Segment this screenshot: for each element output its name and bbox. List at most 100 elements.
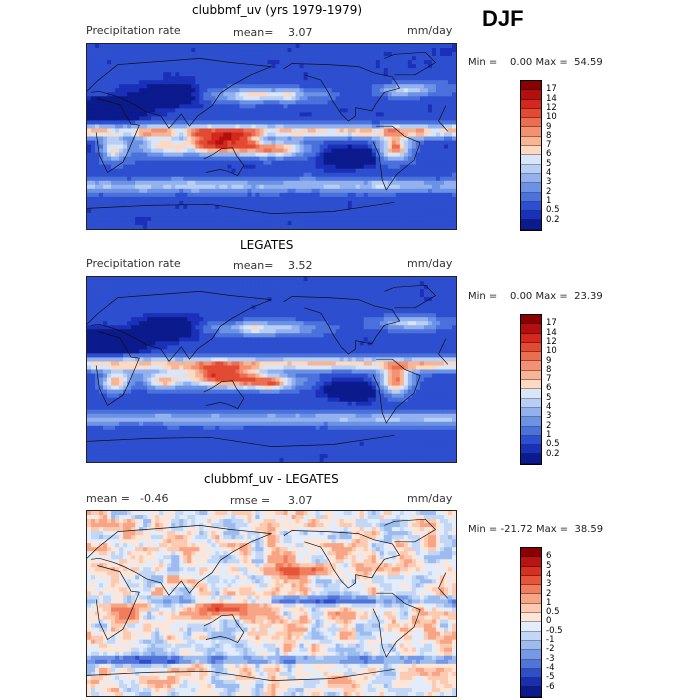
heatmap-cell (151, 168, 156, 174)
heatmap-cell (183, 192, 188, 198)
heatmap-cell (247, 281, 252, 286)
heatmap-cell (307, 64, 313, 69)
heatmap-cell (119, 176, 124, 182)
heatmap-cell (175, 305, 180, 310)
heatmap-cell (171, 56, 176, 61)
heatmap-cell (235, 100, 240, 105)
heatmap-cell (403, 180, 409, 186)
heatmap-cell (167, 64, 172, 69)
heatmap-cell (355, 76, 361, 81)
heatmap-cell (347, 88, 353, 93)
heatmap-cell (259, 116, 264, 121)
heatmap-cell (451, 293, 456, 298)
heatmap-cell (327, 208, 333, 214)
heatmap-cell (247, 80, 252, 85)
heatmap-cell (99, 301, 104, 306)
heatmap-cell (103, 148, 108, 153)
heatmap-cell (391, 60, 397, 65)
heatmap-cell (295, 60, 300, 65)
heatmap-cell (179, 132, 184, 137)
heatmap-cell (387, 124, 393, 129)
heatmap-cell (171, 216, 176, 222)
heatmap-cell (263, 200, 268, 206)
heatmap-cell (439, 192, 445, 198)
heatmap-cell (135, 152, 140, 158)
heatmap-cell (319, 184, 325, 190)
heatmap-cell (219, 168, 224, 174)
heatmap-cell (303, 164, 308, 170)
heatmap-cell (195, 216, 200, 222)
heatmap-cell (131, 305, 136, 310)
heatmap-cell (243, 144, 248, 149)
heatmap-cell (331, 176, 337, 182)
heatmap-cell (159, 104, 164, 109)
heatmap-cell (451, 116, 456, 121)
heatmap-cell (371, 84, 377, 89)
heatmap-cell (307, 204, 313, 210)
heatmap-cell (359, 289, 365, 294)
heatmap-cell (427, 188, 433, 194)
heatmap-cell (243, 220, 248, 226)
heatmap-cell (335, 60, 341, 65)
heatmap-cell (227, 172, 232, 178)
heatmap-cell (339, 108, 345, 113)
heatmap-cell (355, 285, 361, 290)
heatmap-cell (87, 224, 92, 229)
heatmap-cell (231, 100, 236, 105)
heatmap-cell (391, 48, 397, 53)
heatmap-cell (159, 160, 164, 166)
heatmap-cell (259, 140, 264, 145)
heatmap-cell (315, 80, 321, 85)
heatmap-cell (451, 60, 456, 65)
heatmap-cell (351, 164, 357, 170)
heatmap-cell (279, 184, 284, 190)
heatmap-cell (275, 192, 280, 198)
heatmap-cell (91, 64, 96, 69)
heatmap-cell (219, 76, 224, 81)
heatmap-cell (287, 164, 292, 170)
heatmap-cell (347, 52, 353, 57)
heatmap-cell (399, 196, 405, 202)
heatmap-cell (411, 136, 417, 141)
heatmap-cell (171, 152, 176, 158)
heatmap-cell (295, 72, 300, 77)
heatmap-cell (331, 128, 337, 133)
heatmap-cell (151, 180, 156, 186)
heatmap-cell (387, 100, 393, 105)
heatmap-cell (355, 188, 361, 194)
heatmap-cell (379, 124, 385, 129)
heatmap-cell (155, 156, 160, 162)
heatmap-cell (403, 289, 409, 294)
heatmap-cell (447, 124, 453, 129)
heatmap-cell (323, 60, 329, 65)
heatmap-cell (343, 76, 349, 81)
heatmap-cell (439, 92, 445, 97)
heatmap-cell (95, 88, 100, 93)
heatmap-cell (275, 184, 280, 190)
heatmap-cell (423, 60, 429, 65)
heatmap-cell (383, 212, 389, 218)
heatmap-cell (207, 100, 212, 105)
heatmap-cell (163, 172, 168, 178)
heatmap-cell (299, 285, 304, 290)
heatmap-cell (175, 216, 180, 222)
heatmap-cell (263, 172, 268, 178)
heatmap-cell (283, 172, 288, 178)
heatmap-cell (291, 293, 296, 298)
heatmap-cell (363, 144, 369, 149)
heatmap-cell (419, 196, 425, 202)
heatmap-cell (123, 92, 128, 97)
heatmap-cell (451, 140, 456, 145)
heatmap-cell (227, 88, 232, 93)
heatmap-cell (271, 112, 276, 117)
heatmap-cell (331, 96, 337, 101)
heatmap-cell (91, 116, 96, 121)
heatmap-cell (411, 56, 417, 61)
heatmap-cell (91, 48, 96, 53)
heatmap-cell (159, 144, 164, 149)
heatmap-cell (95, 281, 100, 286)
heatmap-cell (395, 289, 401, 294)
heatmap-cell (211, 136, 216, 141)
heatmap-cell (399, 168, 405, 174)
heatmap-cell (435, 44, 441, 49)
